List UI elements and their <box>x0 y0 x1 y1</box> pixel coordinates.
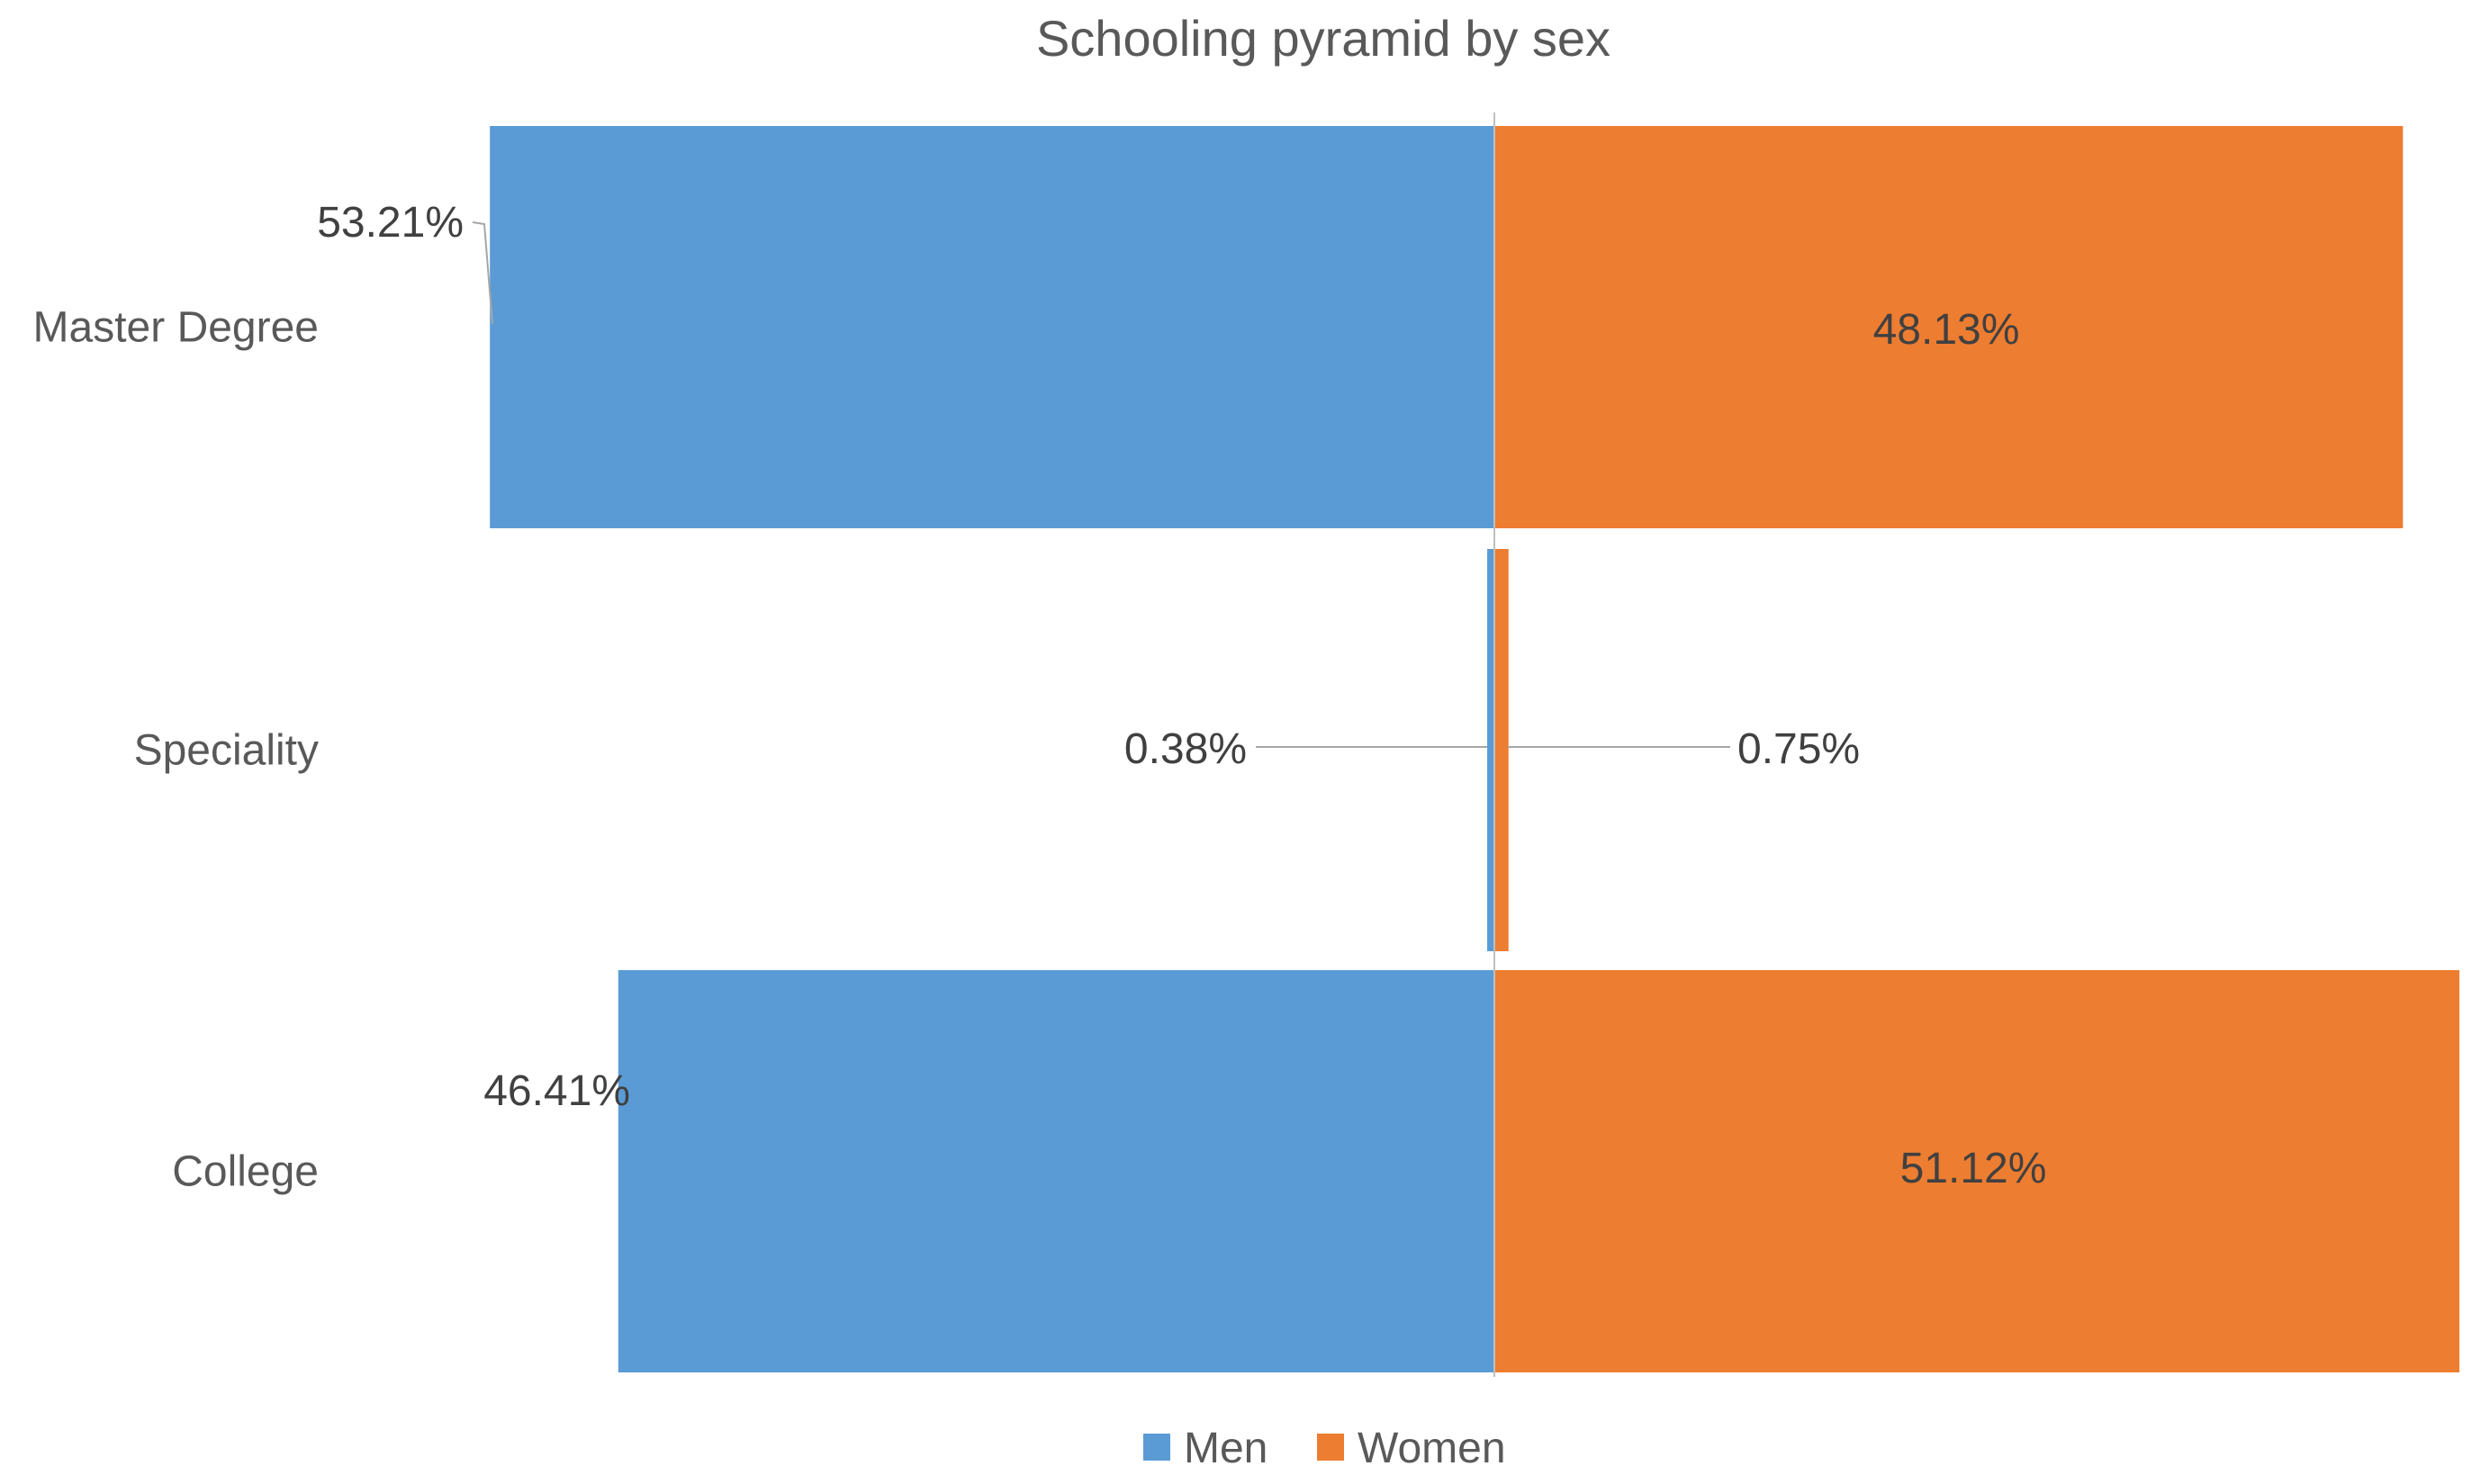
bar-women-college <box>1494 970 2459 1372</box>
data-label-women-speciality: 0.75% <box>1737 725 1860 773</box>
bar-men-master-degree <box>490 126 1494 528</box>
bar-men-speciality <box>1487 549 1494 951</box>
bar-women-master-degree <box>1494 126 2404 528</box>
legend-item-women: Women <box>1317 1425 1506 1472</box>
legend-swatch-men <box>1143 1434 1170 1461</box>
leader-line-men-master-degree <box>472 221 493 325</box>
bar-men-college <box>618 970 1494 1372</box>
leader-lines-layer <box>472 221 1730 748</box>
data-label-men-college: 46.41% <box>483 1067 630 1115</box>
legend-label-men: Men <box>1184 1425 1268 1472</box>
data-label-women-master-degree: 48.13% <box>1873 306 2020 354</box>
data-label-men-master-degree: 53.21% <box>317 199 464 247</box>
legend: Men Women <box>1143 1425 1506 1472</box>
bars-layer <box>490 126 2459 1372</box>
category-label-college: College <box>172 1148 319 1196</box>
category-label-master-degree: Master Degree <box>33 304 319 352</box>
legend-item-men: Men <box>1143 1425 1268 1472</box>
bar-women-speciality <box>1494 549 1509 951</box>
data-label-women-college: 51.12% <box>1900 1145 2047 1192</box>
data-label-men-speciality: 0.38% <box>1124 725 1247 773</box>
category-labels-layer: Master Degree Speciality College <box>33 304 319 1196</box>
category-label-speciality: Speciality <box>134 727 319 775</box>
data-labels-layer: 53.21% 0.38% 46.41% 48.13% 0.75% 51.12% <box>317 199 2046 1192</box>
chart-title: Schooling pyramid by sex <box>1036 10 1610 67</box>
legend-label-women: Women <box>1358 1425 1506 1472</box>
legend-swatch-women <box>1317 1434 1344 1461</box>
